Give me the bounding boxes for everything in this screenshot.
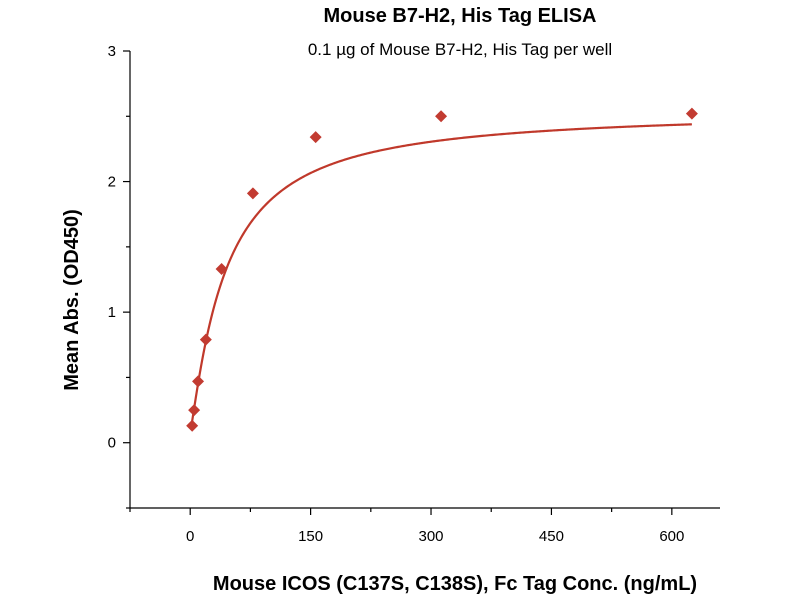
data-point	[435, 110, 448, 123]
data-point	[188, 404, 201, 417]
y-axis-label: Mean Abs. (OD450)	[61, 209, 83, 391]
data-point	[186, 419, 199, 432]
x-axis-label: Mouse ICOS (C137S, C138S), Fc Tag Conc. …	[213, 573, 697, 595]
y-tick-label: 3	[108, 43, 116, 60]
axes	[129, 51, 720, 509]
chart-subtitle: 0.1 µg of Mouse B7-H2, His Tag per well	[308, 40, 612, 59]
data-point	[685, 107, 698, 120]
y-tick-label: 0	[108, 435, 116, 452]
x-axis-ticks: 0 150 300 450 600	[129, 508, 684, 545]
data-point	[192, 375, 205, 388]
data-point	[246, 187, 259, 200]
x-tick-label: 300	[419, 528, 444, 545]
x-tick-label: 0	[186, 528, 194, 545]
chart-title: Mouse B7-H2, His Tag ELISA	[323, 5, 596, 27]
data-markers	[186, 107, 698, 432]
x-tick-label: 600	[659, 528, 684, 545]
x-tick-label: 150	[298, 528, 323, 545]
y-axis-ticks: 0 1 2 3	[108, 43, 130, 509]
data-point	[309, 131, 322, 144]
data-point	[215, 263, 228, 276]
x-tick-label: 450	[539, 528, 564, 545]
data-point	[199, 333, 212, 346]
y-tick-label: 2	[108, 174, 116, 191]
y-tick-label: 1	[108, 304, 116, 321]
fitted-curve	[191, 123, 692, 422]
